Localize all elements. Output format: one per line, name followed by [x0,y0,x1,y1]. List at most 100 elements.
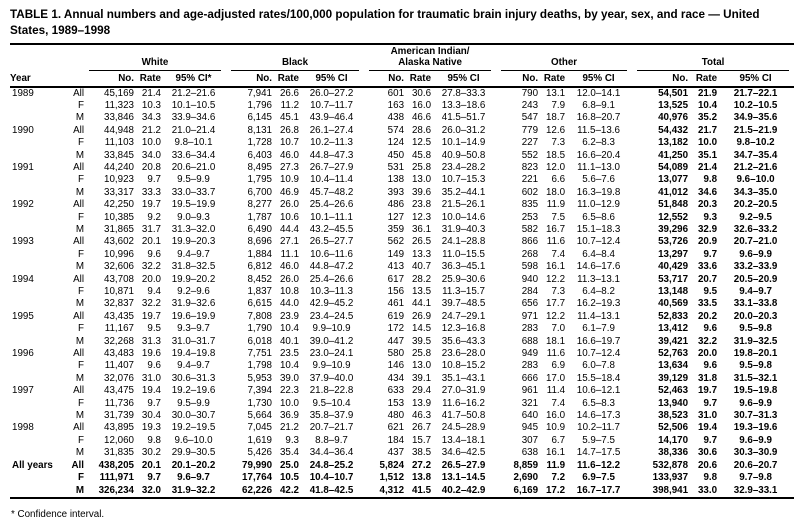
no-cell: 940 [521,273,539,285]
table-row: M 33,317 33.3 33.0–33.7 6,700 46.9 45.7–48.2 39… [10,187,794,199]
ci-cell: 11.6–12.2 [577,459,621,471]
rate-header-black: Rate [272,70,300,88]
group-header-white: White [84,47,226,71]
ci-cell: 19.4–19.8 [171,348,216,360]
rate-cell: 9.2 [147,211,161,223]
ci-cell: 9.8–10.1 [174,137,213,149]
rate-cell: 31.0 [141,372,161,384]
rate-cell: 18.5 [545,149,566,161]
rate-cell: 46.6 [411,112,432,124]
ci-cell: 12.0–14.1 [576,87,621,99]
sex-header [56,70,84,88]
year-cell: 1998 [12,422,34,434]
rate-cell: 35.2 [697,112,718,124]
rate-cell: 46.9 [279,186,300,198]
rate-cell: 20.0 [697,348,718,360]
sex-cell: All [73,161,84,173]
no-cell: 53,717 [658,273,689,285]
ci-cell: 21.2–21.6 [171,87,216,99]
ci-cell: 30.3–30.9 [733,447,778,459]
rate-cell: 16.0 [545,410,566,422]
ci-cell: 25.4–26.6 [309,273,354,285]
rate-cell: 39.1 [411,372,432,384]
rate-cell: 17.7 [545,298,566,310]
no-cell: 17,764 [242,472,273,484]
ci-cell: 9.9–10.9 [312,360,351,372]
no-cell: 43,475 [104,385,134,397]
ci-cell: 20.7–21.0 [733,236,778,248]
group-label-total: Total [637,57,790,71]
no-cell: 638 [521,447,539,459]
ci-cell: 6.4–8.4 [582,248,615,260]
rate-cell: 9.5 [703,286,718,297]
ci-cell: 20.1–20.2 [171,459,216,471]
ci-cell: 9.6–10.0 [174,434,213,446]
no-cell: 6,403 [247,149,273,161]
no-cell: 54,501 [658,87,689,99]
ci-cell: 33.1–33.8 [733,298,778,310]
year-cell: 1994 [12,273,34,285]
no-cell: 31,739 [104,410,134,422]
ci-cell: 9.0–9.3 [177,211,210,223]
no-cell: 153 [387,397,405,409]
table-row: F 11,103 10.0 9.8–10.1 1,728 10.7 10.2–11.3 124… [10,137,794,149]
sex-cell: F [78,211,84,223]
ci-cell: 6.0–7.8 [582,360,615,372]
ci-cell: 10.7–12.4 [576,236,621,248]
sex-cell: M [75,223,84,235]
rate-cell: 36.9 [279,410,300,422]
rate-cell: 7.4 [551,397,566,409]
no-cell: 43,602 [104,236,134,248]
no-header-black: No. [226,70,273,88]
rate-cell: 21.4 [141,87,161,99]
rate-cell: 31.7 [141,223,161,235]
no-cell: 971 [521,310,539,322]
year-cell [10,150,56,162]
table-row: F 11,167 9.5 9.3–9.7 1,790 10.4 9.9–10.9 172 14.… [10,323,794,335]
ci-cell: 41.5–51.7 [441,112,486,124]
no-cell: 41,250 [658,149,689,161]
rate-cell: 11.4 [546,385,566,397]
no-cell: 13,412 [658,323,689,335]
rate-cell: 20.1 [141,459,161,471]
year-cell: 1993 [12,236,34,248]
no-cell: 8,277 [247,199,273,211]
ci-cell: 19.2–19.6 [171,385,216,397]
rate-cell: 9.7 [703,434,718,446]
no-cell: 4,312 [364,484,405,499]
ci-cell: 10.7–15.3 [441,174,486,186]
ci-header-white: 95% CI* [161,70,227,88]
no-cell: 2,690 [513,472,539,484]
no-cell: 7,941 [247,87,273,99]
sex-cell: M [75,372,84,384]
rate-cell: 20.7 [697,273,718,285]
rate-cell: 9.7 [703,397,718,409]
rate-cell: 7.0 [551,323,566,335]
rate-cell: 11.2 [280,99,300,111]
column-header-row: Year No. Rate 95% CI* No. Rate 95% CI No… [10,70,795,88]
ci-cell: 26.1–27.4 [309,124,354,136]
ci-cell: 23.6–28.0 [441,348,486,360]
no-cell: 1,730 [247,397,273,409]
ci-cell: 24.1–28.8 [441,236,486,248]
ci-cell: 27.8–33.3 [441,87,486,99]
rate-cell: 40.7 [411,261,432,273]
ci-cell: 21.5–26.1 [441,199,486,211]
ci-cell: 13.3–18.6 [441,99,486,111]
ci-cell: 26.0–27.2 [309,87,354,99]
no-cell: 8,696 [247,236,273,248]
no-cell: 39,421 [658,335,689,347]
footnote: * Confidence interval. [11,508,105,520]
rate-cell: 19.7 [697,385,718,397]
rate-cell: 10.4 [279,360,300,372]
rate-cell: 26.5 [411,236,432,248]
ci-cell: 11.4–13.1 [577,310,620,322]
ci-cell: 19.5–19.8 [733,385,778,397]
rate-cell: 34.6 [697,186,718,198]
no-cell: 393 [387,186,405,198]
year-cell [10,472,56,484]
ci-cell: 11.3–15.7 [442,286,485,297]
rate-cell: 20.1 [141,236,161,248]
ci-cell: 13.1–14.5 [441,472,486,484]
no-cell: 10,871 [104,286,134,297]
